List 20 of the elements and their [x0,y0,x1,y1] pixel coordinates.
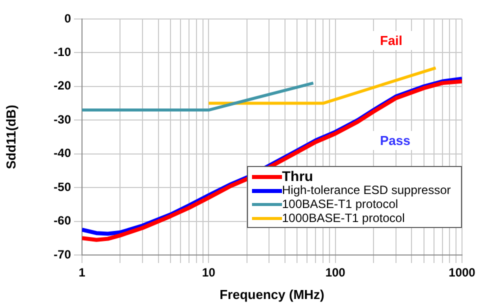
x-axis-title: Frequency (MHz) [220,286,324,302]
y-tick-label: -10 [54,45,72,60]
legend-label: 100BASE-T1 protocol [282,197,398,211]
y-tick-label: 0 [64,11,72,26]
y-tick-label: -30 [54,112,72,126]
y-tick-label: -40 [54,146,72,160]
x-tick-label: 100 [325,266,346,280]
y-tick-label: -70 [54,247,72,262]
x-tick-label: 10 [202,266,216,280]
y-axis-title: Sdd11(dB) [3,104,18,170]
annotation: Fail [370,31,412,50]
legend-label: High-tolerance ESD suppressor [282,183,451,197]
y-tick-label: -60 [54,214,72,228]
annotation: Pass [370,131,420,150]
y-tick-label: -20 [54,78,72,93]
x-tick-label: 1000 [448,266,476,280]
legend-label: Thru [282,168,314,184]
x-tick-label: 1 [78,266,86,280]
legend-label: 1000BASE-T1 protocol [282,211,405,225]
y-tick-label: -50 [54,180,72,194]
